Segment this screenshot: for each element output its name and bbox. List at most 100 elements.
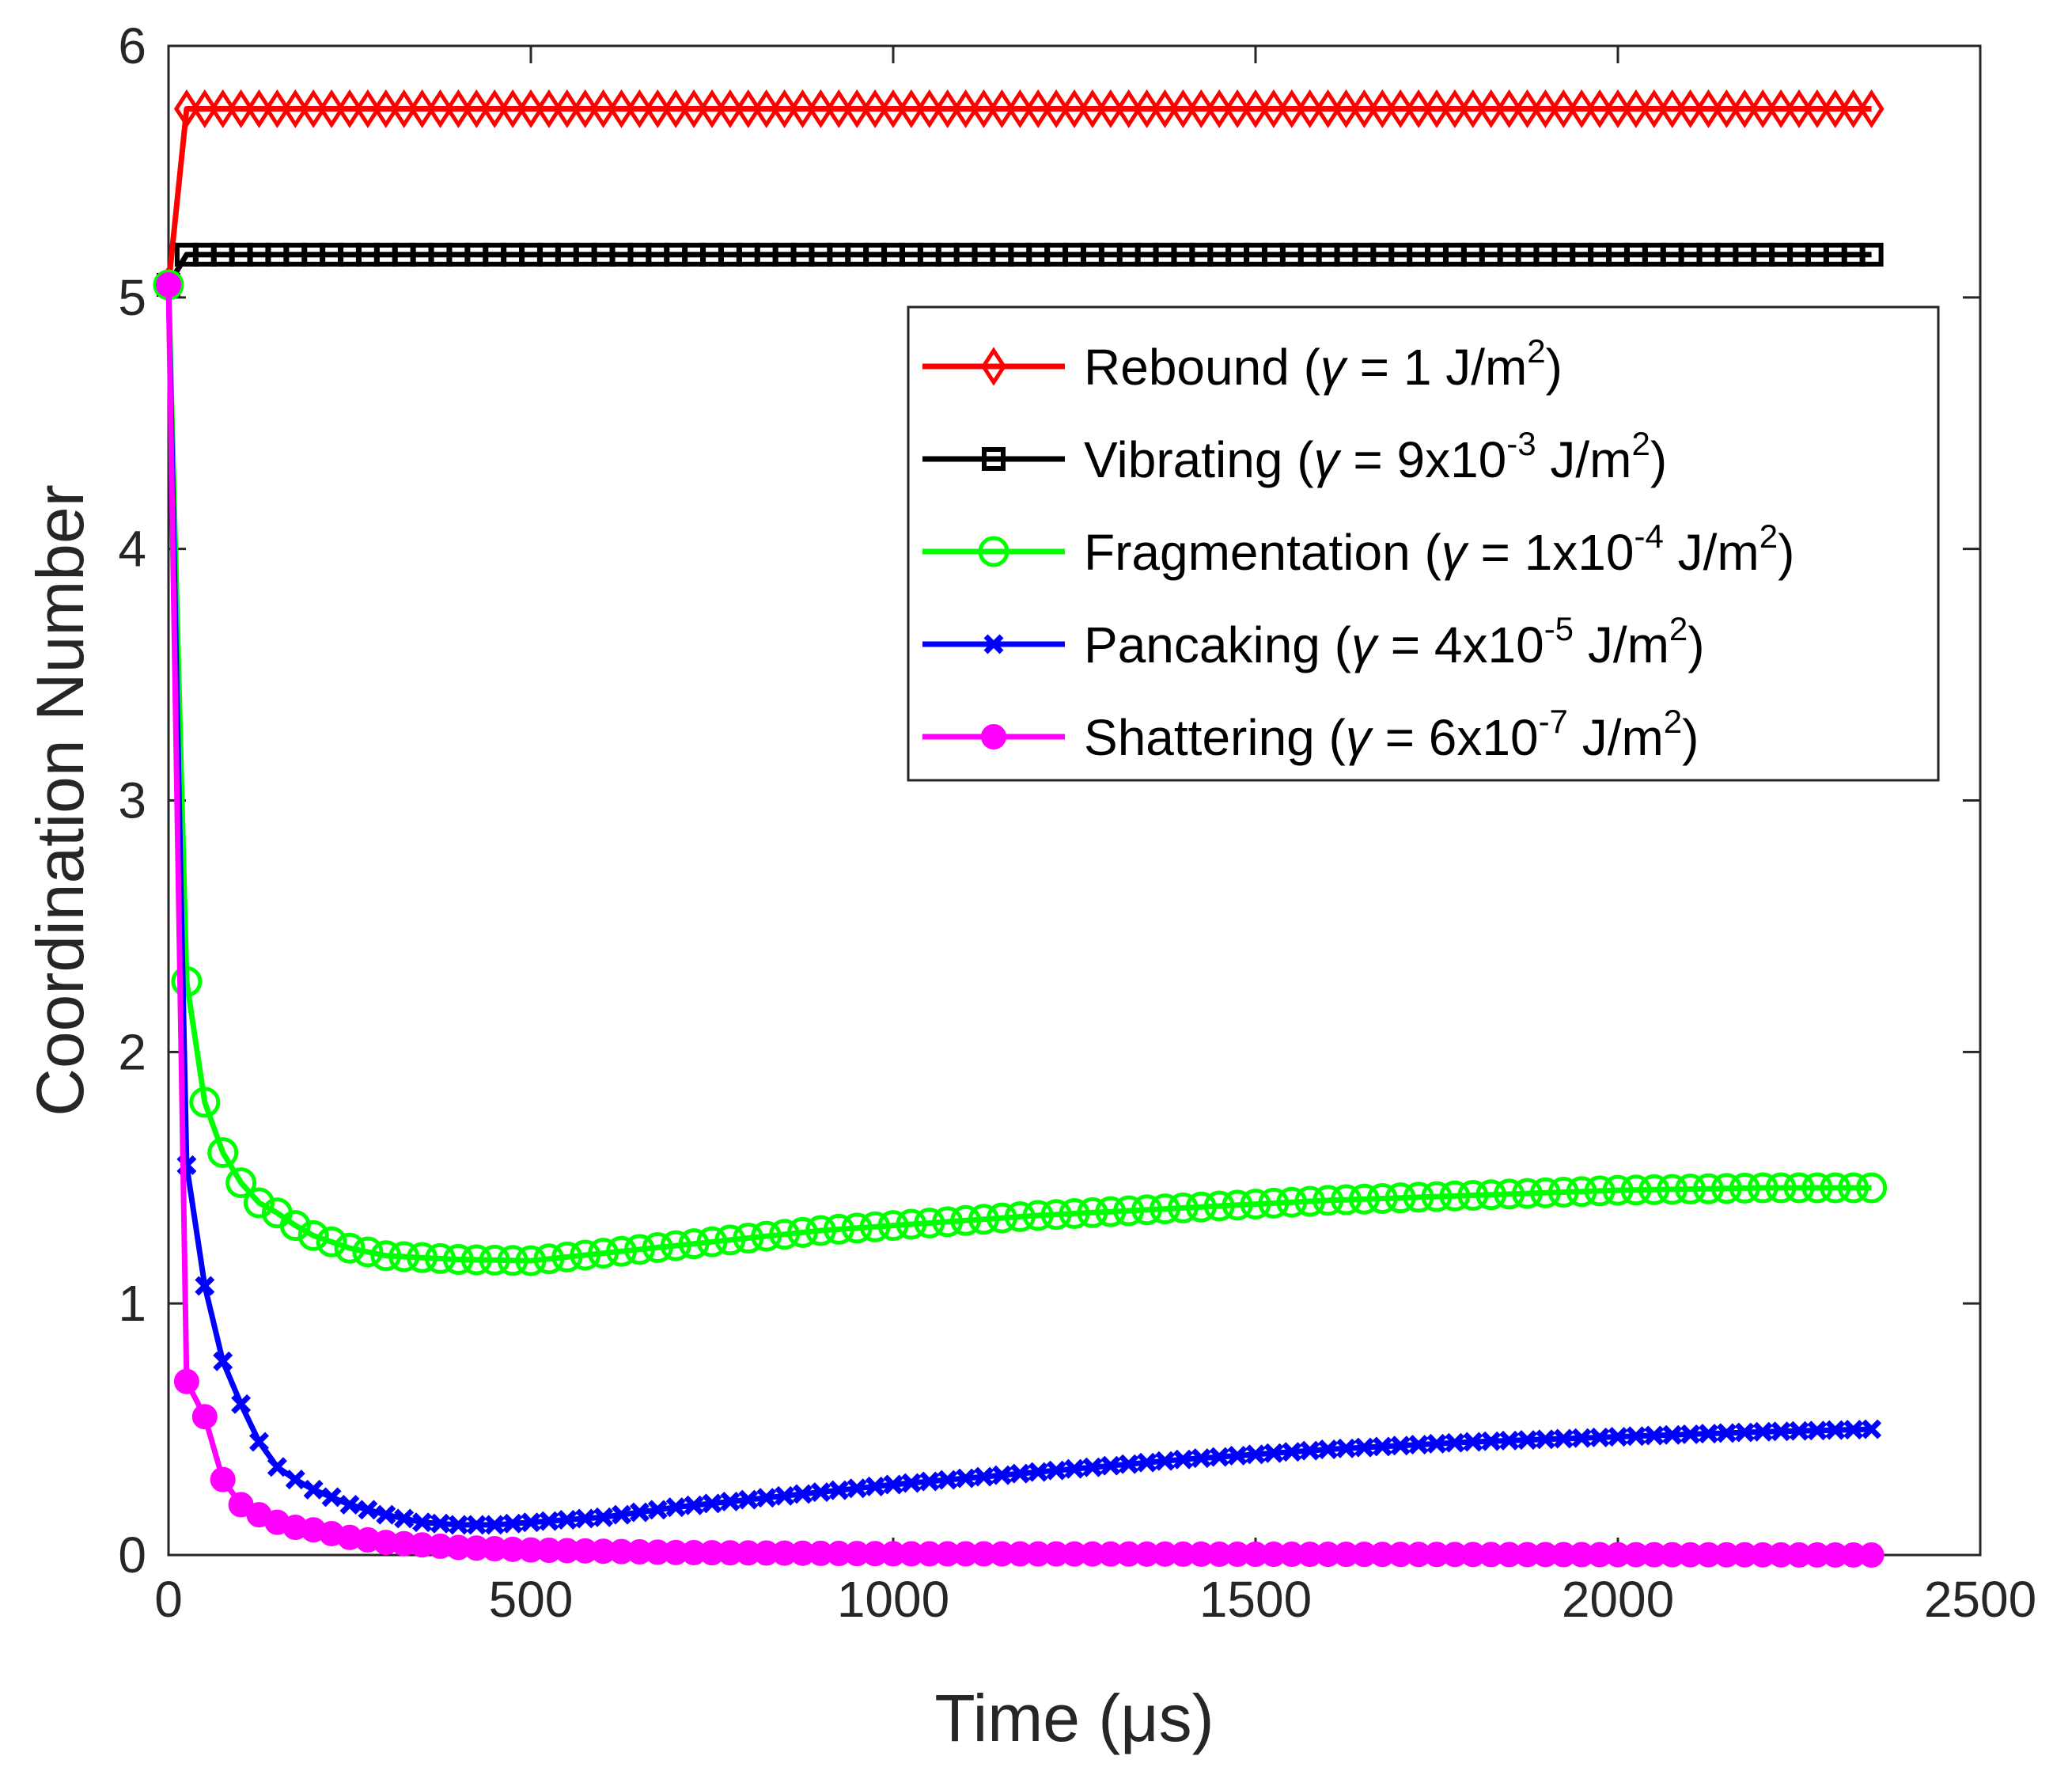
data-point [460,1244,492,1276]
legend-text-mid2: J/m [1536,431,1632,488]
data-point [787,1216,818,1248]
data-point [1662,1424,1683,1445]
data-point [901,1473,922,1493]
data-point [989,89,1015,129]
data-point [213,1351,233,1371]
data-point [1858,1542,1884,1568]
data-point [1608,1427,1628,1447]
data-point [1388,89,1414,129]
data-point [593,1507,614,1527]
plot-frame [167,44,1982,1557]
data-point [427,89,453,129]
data-point [1384,1182,1416,1214]
legend-marker [981,724,1006,749]
data-point [1566,1176,1597,1208]
data-point [1547,1177,1579,1208]
legend-text-mid2: J/m [1574,616,1669,673]
data-point [1675,1174,1706,1205]
data-point [696,1226,728,1257]
data-point [337,89,362,129]
data-point [714,1224,746,1256]
data-point [877,1210,909,1242]
data-point [881,89,906,129]
data-point [1294,1185,1326,1217]
data-point [810,1482,831,1503]
data-point [1699,1424,1718,1444]
data-point [914,1207,945,1238]
data-point [1046,1460,1066,1481]
data-point [521,1512,541,1533]
data-point [956,1468,976,1489]
legend-exponent: -7 [1539,703,1568,740]
data-point [968,1204,999,1235]
legend-item-rebound: Rebound (γ = 1 J/m2) [922,332,1563,396]
x-tick-label: 2500 [1924,1571,2036,1628]
data-point [733,1223,764,1254]
data-point [1243,89,1268,129]
data-point [1732,89,1758,129]
data-point [264,89,290,129]
y-axis-title: Coordination Number [23,484,97,1116]
data-point [1022,1200,1054,1231]
data-point [570,1239,601,1271]
data-point [1750,89,1776,129]
data-point [1315,89,1341,129]
data-point [173,1368,199,1394]
data-point [1028,1462,1048,1482]
data-point [1082,1457,1103,1477]
data-point [1222,1189,1253,1221]
data-point [1801,1172,1833,1204]
legend-marker [978,536,1009,567]
data-point [575,1508,596,1529]
data-point [279,1210,311,1242]
legend: Rebound (γ = 1 J/m2)Vibrating (γ = 9x10-… [907,305,1940,782]
data-point [1626,1426,1646,1447]
data-point [612,1504,631,1525]
data-point [1804,89,1830,129]
data-point [823,1213,854,1245]
series-line-rebound [165,106,1872,286]
legend-text-suffix: ) [1688,616,1704,673]
data-point [828,1480,849,1500]
data-point [678,1228,710,1260]
data-point [1862,1419,1882,1439]
data-point [1406,89,1432,129]
data-point [301,89,327,129]
data-point [448,1515,468,1535]
data-point [608,89,634,129]
data-point [751,1220,782,1252]
data-point [1390,1436,1411,1456]
legend-exponent2: 2 [1664,703,1682,740]
data-point [533,1243,565,1275]
data-point [862,89,888,129]
series-rebound [156,89,1884,305]
data-point [231,1394,252,1414]
data-point [1589,1427,1610,1447]
data-point [1276,1186,1308,1218]
legend-exponent2: 2 [1759,518,1778,555]
data-point [950,1204,982,1236]
data-point [883,1474,903,1495]
legend-item-pancaking: Pancaking (γ = 4x10-5 J/m2) [922,610,1705,673]
data-point [775,1485,795,1506]
data-point [285,1470,305,1490]
data-point [1822,89,1848,129]
legend-item-shattering: Shattering (γ = 6x10-7 J/m2) [922,703,1699,766]
data-point [1188,89,1214,129]
x-tick-label: 0 [154,1571,183,1628]
data-point [1007,89,1033,129]
data-point [1659,89,1685,129]
data-point [717,89,743,129]
data-point [445,89,472,129]
data-point [1100,1455,1121,1476]
data-point [1185,1191,1217,1223]
data-point [919,1471,940,1492]
data-point [916,89,942,129]
data-point [1077,1197,1108,1228]
legend-text-prefix: Pancaking ( [1084,616,1351,673]
legend-box [907,305,1940,782]
legend-label: Fragmentation (γ = 1x10-4 J/m2) [1084,518,1794,581]
data-point [1351,89,1377,129]
x-tick-label: 500 [489,1571,574,1628]
